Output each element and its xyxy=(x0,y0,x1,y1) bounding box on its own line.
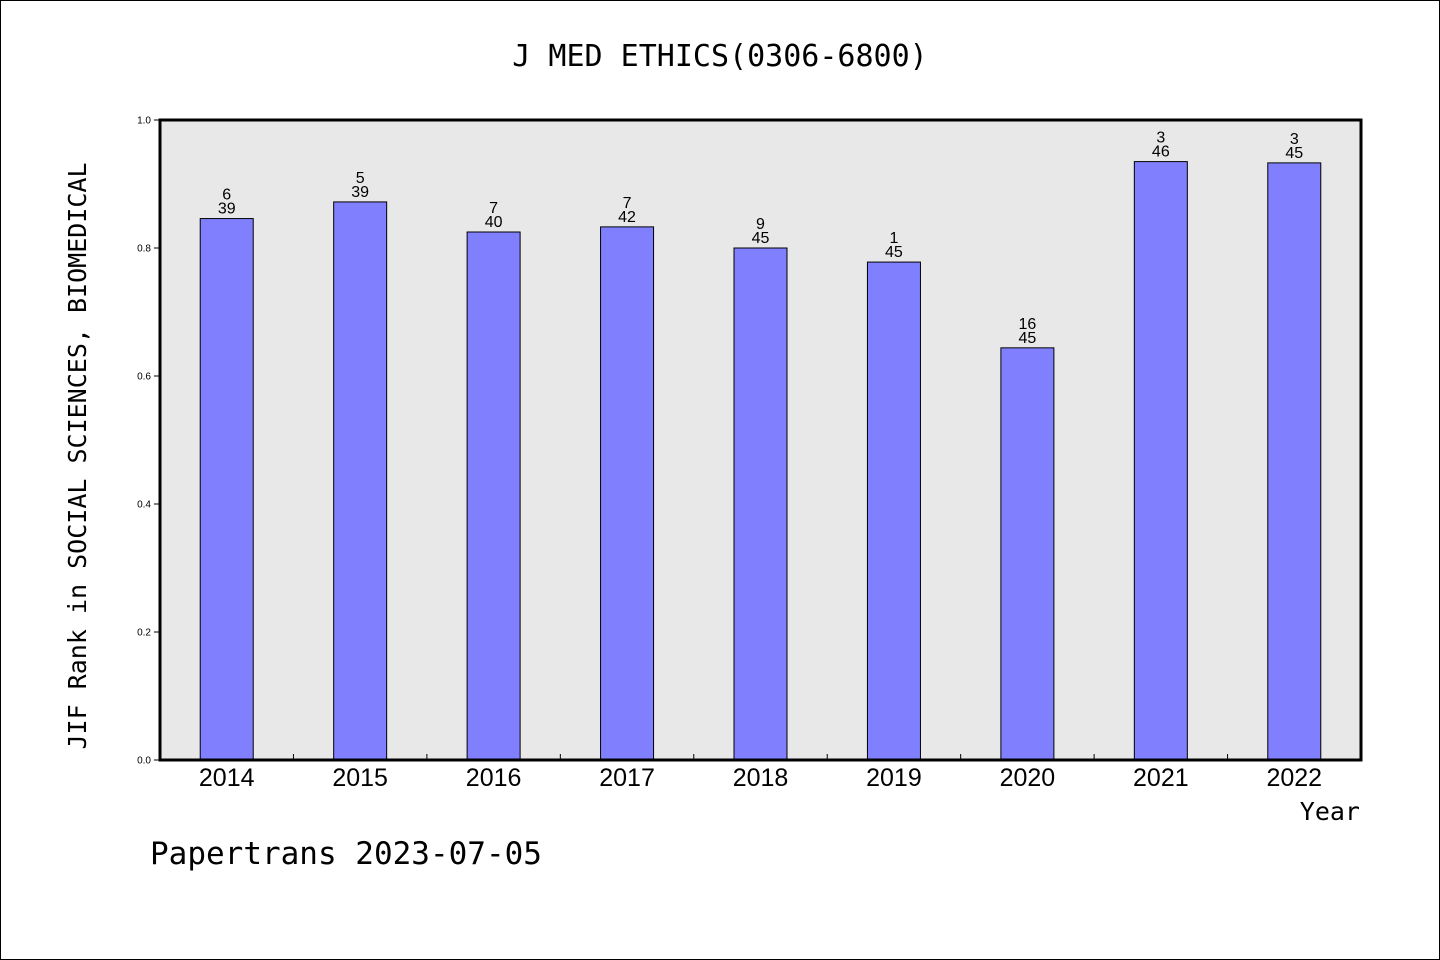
x-tick-label: 2022 xyxy=(1266,764,1322,792)
bar-2016 xyxy=(466,231,521,761)
bar-total-label: 39 xyxy=(351,184,369,201)
bar-total-label: 39 xyxy=(218,201,236,218)
x-tick-label: 2016 xyxy=(466,764,522,792)
x-tick-label: 2021 xyxy=(1133,764,1189,792)
bar-2019 xyxy=(866,261,921,761)
bar-rank-label: 6 xyxy=(222,187,231,204)
bar-rank-label: 7 xyxy=(623,195,632,212)
x-tick-label: 2015 xyxy=(332,764,388,792)
bar-rank-label: 3 xyxy=(1156,130,1165,147)
bar-2014 xyxy=(199,218,254,761)
bar-2020 xyxy=(1000,347,1055,761)
bar-total-label: 45 xyxy=(1285,145,1303,162)
x-tick-label: 2014 xyxy=(199,764,255,792)
y-axis-label: JIF Rank in SOCIAL SCIENCES, BIOMEDICAL xyxy=(63,163,92,750)
bar-rank-label: 3 xyxy=(1290,131,1299,148)
bar-rank-label: 16 xyxy=(1018,316,1036,333)
y-tick-label: 0.2 xyxy=(137,628,151,639)
y-tick-label: 0.0 xyxy=(137,756,151,767)
bar-total-label: 45 xyxy=(752,230,770,247)
x-tick-label: 2019 xyxy=(866,764,922,792)
chart-title: J MED ETHICS(0306-6800) xyxy=(512,39,927,74)
bar-total-label: 42 xyxy=(618,209,636,226)
bar-2022 xyxy=(1267,162,1322,761)
bar-total-label: 45 xyxy=(885,244,903,261)
bar-2015 xyxy=(333,201,388,761)
bar-total-label: 45 xyxy=(1018,330,1036,347)
plot-border xyxy=(158,118,1363,762)
bar-total-label: 46 xyxy=(1152,144,1170,161)
y-tick-label: 0.6 xyxy=(137,372,151,383)
y-tick-label: 0.4 xyxy=(137,500,151,511)
x-tick-label: 2020 xyxy=(1000,764,1056,792)
bar-rank-label: 5 xyxy=(356,170,365,187)
y-tick-label: 1.0 xyxy=(137,116,151,127)
bar-rank-label: 9 xyxy=(756,216,765,233)
x-tick-label: 2018 xyxy=(733,764,789,792)
bar-2017 xyxy=(600,226,655,761)
y-tick-label: 0.8 xyxy=(137,244,151,255)
x-axis-label: Year xyxy=(1300,797,1360,826)
bar-rank-label: 1 xyxy=(889,230,898,247)
bar-2021 xyxy=(1133,161,1188,761)
x-tick-label: 2017 xyxy=(599,764,655,792)
bar-rank-label: 7 xyxy=(489,200,498,217)
bar-2018 xyxy=(733,247,788,761)
bar-total-label: 40 xyxy=(485,214,503,231)
footer-credit: Papertrans 2023-07-05 xyxy=(150,836,542,872)
